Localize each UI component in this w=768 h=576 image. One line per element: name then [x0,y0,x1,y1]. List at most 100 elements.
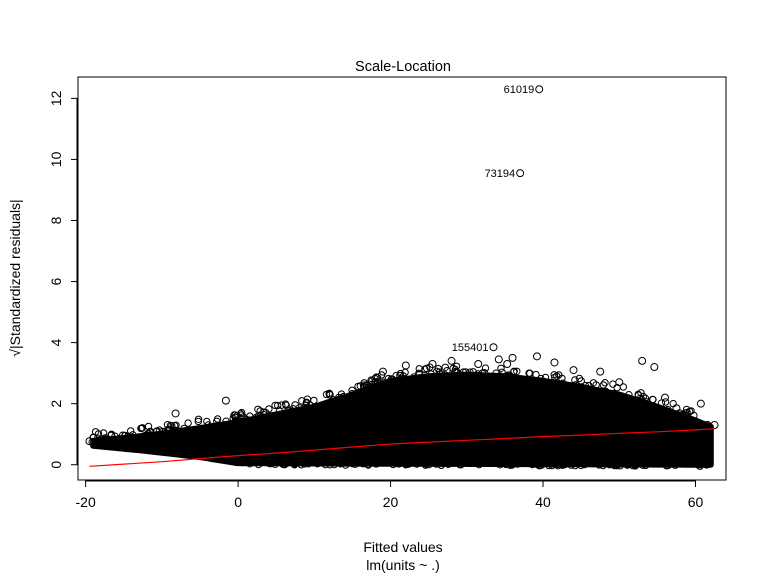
cloud-edge-point [625,391,633,399]
cloud-edge-point [580,460,589,469]
cloud-edge-point [171,422,179,430]
cloud-edge-point [91,428,100,436]
scatter-point [696,399,705,408]
cloud-edge-point [237,411,246,419]
cloud-edge-point [550,371,558,379]
cloud-edge-point [577,461,585,470]
cloud-edge-point [387,375,396,383]
cloud-edge-point [362,386,370,394]
cloud-edge-point [466,371,475,379]
cloud-edge-point [469,372,477,380]
cloud-edge-point [280,460,288,468]
scatter-point [88,438,97,447]
scatter-point [221,396,230,405]
cloud-edge-point [354,382,362,391]
x-tick-label: 40 [535,494,551,510]
cloud-edge-point [281,400,290,408]
cloud-edge-point [423,373,431,382]
cloud-edge-point [313,460,322,468]
cloud-edge-point [368,377,376,385]
cloud-edge-point [524,376,532,385]
point-labels: 61019 73194 155401 [452,84,544,354]
cloud-edge-point [437,461,445,469]
point-cloud-band [90,371,714,468]
cloud-edge-point [284,406,292,414]
cloud-edge-point [415,369,423,377]
y-axis-title: √|Standardized residuals| [7,199,23,356]
cloud-edge-point [581,381,590,390]
scatter-point [447,356,456,365]
cloud-edge-point [554,462,562,470]
cloud-edge-point [639,461,647,469]
cloud-edge-point [422,364,431,372]
cloud-edge-point [571,461,579,470]
y-tick-label: 4 [48,339,64,347]
smooth-line-layer [89,428,715,467]
cloud-edge-point [295,404,303,412]
scatter-point [113,437,122,446]
point-cloud [89,362,714,470]
cloud-edge-point [641,394,650,402]
cloud-edge-point [532,370,540,379]
cloud-edge-point [372,460,380,468]
cloud-edge-point [275,407,284,415]
cloud-edge-point [339,392,347,401]
cloud-edge-point [481,364,490,372]
scatter-point [615,378,624,387]
cloud-edge-point [399,372,408,380]
cloud-edge-point [364,461,372,469]
cloud-edge-point [290,460,298,468]
plot-frame [77,76,727,481]
cloud-edge-point [222,417,230,425]
cloud-edge-point [441,363,449,371]
labeled-point [535,85,544,94]
cloud-edge-point [302,398,311,406]
cloud-edge-point [137,424,145,433]
cloud-edge-point [194,417,203,426]
scatter-point [123,435,132,444]
scatter-point [474,359,483,368]
cloud-edge-point [608,390,617,398]
cloud-edge-point [260,408,268,416]
scatter-point [661,393,670,402]
cloud-edge-point [144,430,152,438]
cloud-edge-point [444,460,453,468]
chart-title: Scale-Location [355,59,451,75]
x-axis: -20 0 20 40 60 [76,480,704,510]
cloud-edge-point [192,426,201,434]
cloud-edge-point [702,461,711,469]
scatter-point [532,352,541,361]
cloud-edge-point [513,367,521,375]
cloud-edge-point [513,460,522,468]
scatter-point [672,404,681,413]
scatter-point [508,353,517,362]
cloud-edge-point [457,371,465,379]
scatter-point [550,358,559,367]
scatter-point [503,359,512,368]
cloud-edge-point [422,460,430,468]
cloud-edge-point [434,364,442,373]
y-tick-label: 0 [48,461,64,469]
cloud-edge-point [410,373,418,381]
cloud-edge-point [637,389,645,397]
cloud-edge-point [146,427,155,436]
y-axis: 0 2 4 6 8 10 12 [48,90,78,469]
y-tick-label: 12 [48,90,64,106]
x-tick-label: 20 [383,494,399,510]
cloud-edge-point [475,460,483,469]
scatter-point [638,356,647,365]
cloud-edge-point [613,383,621,392]
scatter-point [93,438,102,447]
labeled-point [516,169,525,178]
cloud-edge-point [676,412,684,420]
cloud-edge-point [166,426,174,434]
cloud-edge-point [671,461,679,469]
cloud-edge-point [271,401,279,410]
cloud-edge-point [694,461,702,469]
x-axis-subtitle: lm(units ~ .) [366,557,440,573]
scatter-point [401,361,410,370]
cloud-edge-point [611,461,620,469]
cloud-edge-point [363,381,371,389]
cloud-edge-point [271,460,279,468]
scatter-point [236,414,245,423]
